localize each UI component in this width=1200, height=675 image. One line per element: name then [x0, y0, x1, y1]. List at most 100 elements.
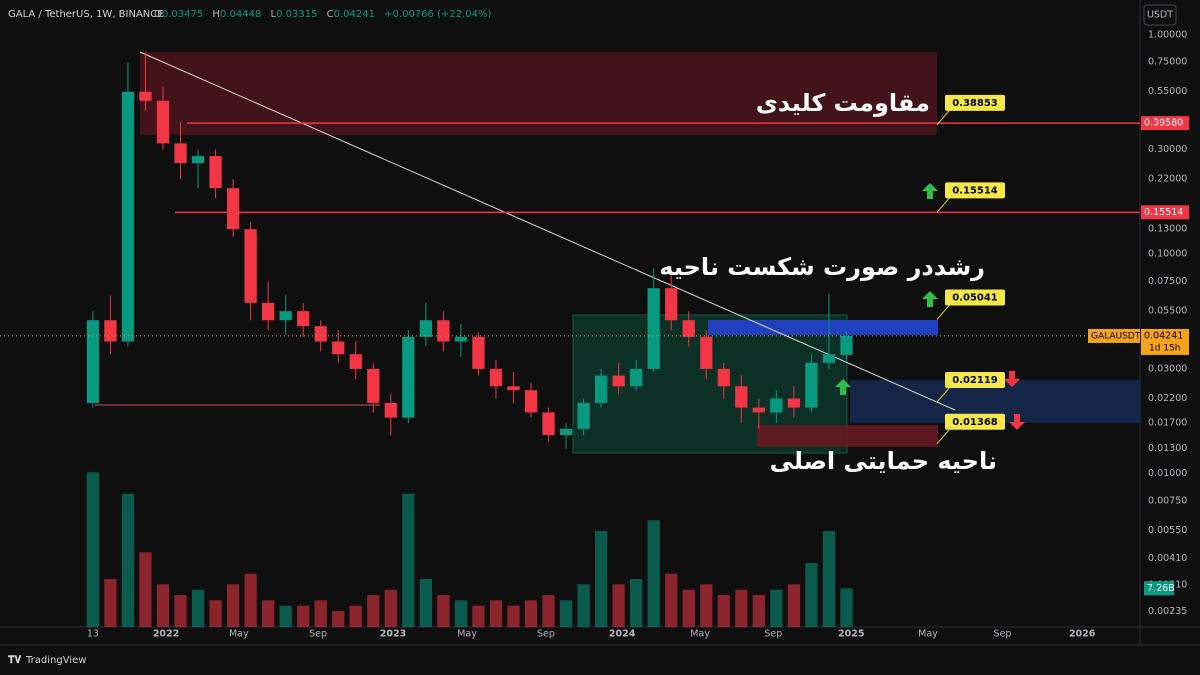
candle-body [840, 335, 853, 355]
candle-body [822, 354, 836, 363]
callout-label: 0.05041 [952, 292, 998, 303]
level-label: 0.39580 [1144, 118, 1183, 129]
callout-leader [936, 109, 951, 126]
ohlc-key: H [212, 9, 220, 20]
arrow-down [1004, 371, 1020, 387]
x-tick-label: 2025 [838, 629, 864, 640]
volume-bar [770, 589, 783, 627]
volume-bar [594, 531, 608, 627]
candle-body [226, 188, 240, 230]
volume-bar [524, 600, 538, 627]
volume-bar [437, 595, 450, 627]
volume-bar [297, 605, 310, 627]
candle-body [630, 368, 643, 387]
volume-bar [559, 600, 573, 627]
candle-body [542, 412, 555, 435]
volume-bar [139, 552, 152, 627]
resistance-zone [140, 52, 937, 135]
candle-body [191, 156, 205, 164]
candle-body [805, 362, 818, 408]
candle-body [787, 398, 801, 408]
candle-body [770, 398, 783, 413]
annotation: ناحیه حمایتی اصلی [770, 447, 997, 475]
volume-bar [156, 584, 170, 627]
volume-bar [402, 493, 415, 627]
x-tick-label: May [918, 629, 938, 640]
volume-bar [349, 605, 362, 627]
volume-bar [665, 573, 678, 627]
brand: TradingView [25, 655, 86, 666]
candle-body [279, 311, 292, 321]
candle-body [577, 402, 590, 429]
candle-body [559, 428, 573, 435]
volume-bar [384, 589, 397, 627]
volume-bar [261, 600, 275, 627]
y-tick-label: 0.01300 [1148, 443, 1187, 454]
candle-body [454, 336, 468, 342]
candle-body [752, 407, 765, 413]
volume-bar [314, 600, 327, 627]
candle-body [367, 368, 380, 403]
volume-bar [647, 520, 660, 627]
callout-leader [936, 386, 951, 403]
volume-bar [472, 605, 485, 627]
candle-body [314, 326, 327, 342]
volume-bar [735, 589, 748, 627]
logo: 𝐓𝐕 [8, 654, 21, 666]
y-tick-label: 0.02200 [1148, 393, 1187, 404]
candle-body [261, 302, 275, 321]
candle-body [244, 229, 257, 303]
y-tick-label: 0.00550 [1148, 525, 1187, 536]
candle-body [717, 368, 730, 387]
x-tick-label: 2022 [153, 629, 179, 640]
candle-body [489, 368, 503, 387]
volume-bar [332, 611, 345, 627]
volume-bar [226, 584, 240, 627]
x-tick-label: 13 [87, 629, 99, 640]
candle-body [612, 375, 625, 387]
volume-bar [840, 588, 853, 627]
volume-bar [191, 589, 205, 627]
callout-box [945, 413, 1005, 430]
currency[interactable]: USDT [1147, 10, 1173, 21]
candle-body [174, 143, 187, 164]
y-tick-label: 0.05500 [1148, 306, 1187, 317]
candle-body [419, 320, 432, 337]
y-tick-label: 0.00750 [1148, 496, 1187, 507]
arrow-up [922, 291, 938, 307]
candle-body [524, 390, 538, 413]
candle-body [472, 336, 485, 369]
x-tick-label: 2024 [609, 629, 636, 640]
candle-body [507, 386, 520, 391]
x-tick-label: Sep [309, 629, 327, 640]
callout-leader [936, 428, 951, 445]
x-tick-label: Sep [764, 629, 782, 640]
callout-box [945, 289, 1005, 306]
callout-label: 0.15514 [952, 185, 998, 196]
y-tick-label: 0.00410 [1148, 553, 1187, 564]
volume-bar [717, 595, 730, 627]
ohlc-key: L [271, 9, 277, 20]
y-tick-label: 0.30000 [1148, 144, 1187, 155]
volume-bar [419, 579, 432, 627]
volume-bar [630, 579, 643, 627]
y-tick-label: 0.55000 [1148, 86, 1187, 97]
change: +0.00766 (+22.04%) [384, 9, 491, 20]
callout-label: 0.01368 [952, 417, 998, 428]
x-tick-label: May [690, 629, 710, 640]
volume-bar [454, 600, 468, 627]
annotation: مقاومت کلیدی [756, 89, 930, 117]
currency-button[interactable] [1143, 4, 1177, 26]
volume-bar [822, 531, 836, 627]
price-tag [1141, 328, 1189, 355]
volume-bar [752, 595, 765, 627]
volume-bar [209, 600, 222, 627]
volume-bar [104, 579, 117, 627]
candle-body [700, 336, 713, 369]
callout-box [945, 182, 1005, 199]
candle-body [735, 386, 748, 408]
countdown: 1d 15h [1149, 343, 1180, 353]
marks [86, 52, 853, 627]
volume-bar [542, 595, 555, 627]
